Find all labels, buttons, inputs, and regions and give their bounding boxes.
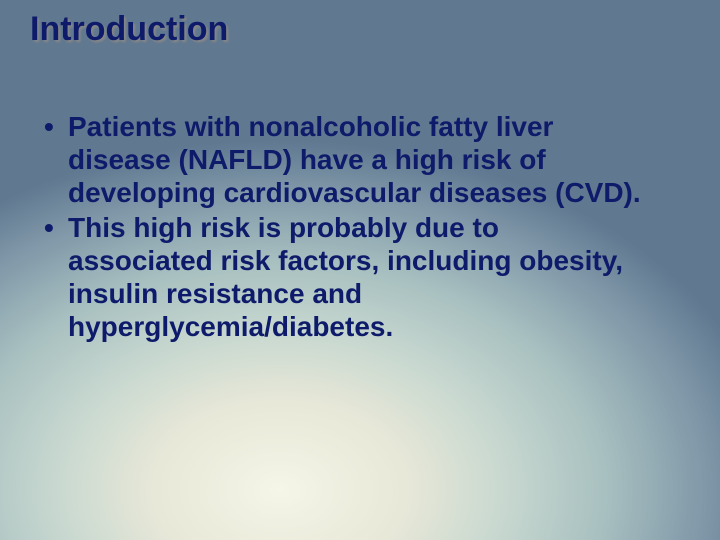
slide-body: Patients with nonalcoholic fatty liver d…: [40, 110, 650, 345]
bullet-item: Patients with nonalcoholic fatty liver d…: [40, 110, 650, 209]
slide-title: Introduction: [30, 10, 228, 49]
bullet-item: This high risk is probably due to associ…: [40, 211, 650, 343]
bullet-list: Patients with nonalcoholic fatty liver d…: [40, 110, 650, 343]
slide: Introduction Patients with nonalcoholic …: [0, 0, 720, 540]
